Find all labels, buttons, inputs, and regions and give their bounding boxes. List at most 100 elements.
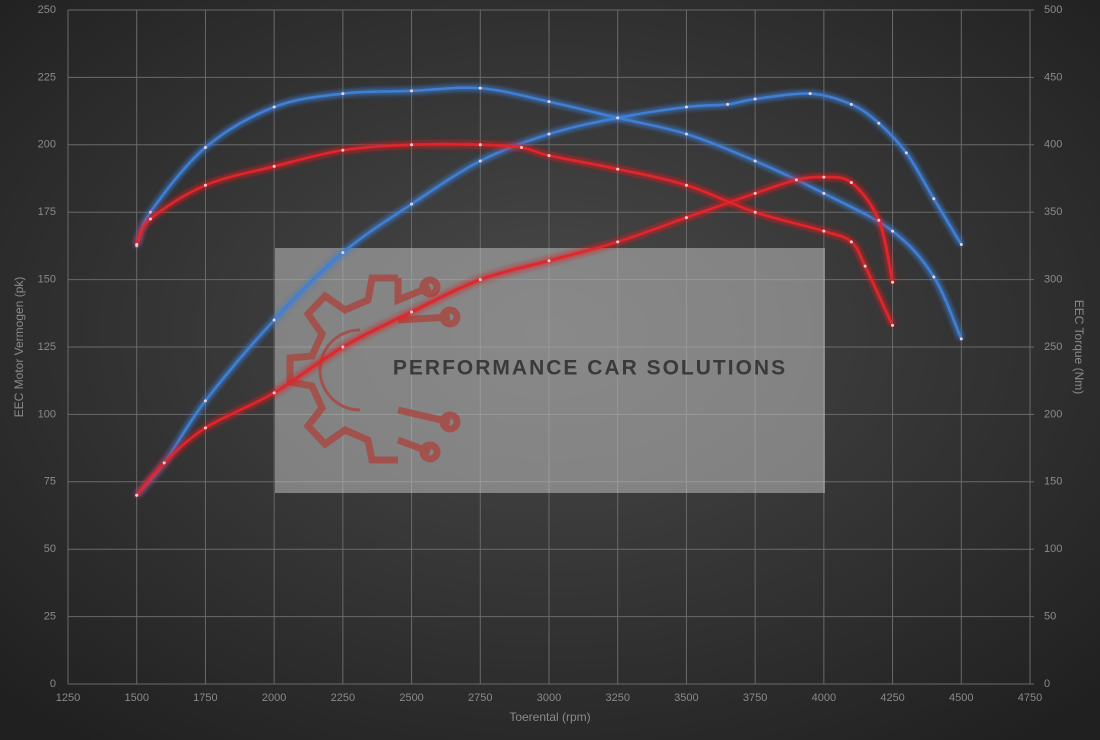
data-point xyxy=(341,92,345,96)
data-point xyxy=(794,178,798,182)
data-point xyxy=(203,399,207,403)
data-point xyxy=(891,280,895,284)
y-tick-label: 0 xyxy=(50,678,56,690)
y-tick-label: 50 xyxy=(44,543,56,555)
data-point xyxy=(932,197,936,201)
y2-tick-label: 150 xyxy=(1044,476,1062,488)
x-tick-label: 2250 xyxy=(331,692,355,704)
x-tick-label: 4250 xyxy=(880,692,904,704)
data-point xyxy=(616,116,620,120)
data-point xyxy=(203,426,207,430)
x-tick-label: 2500 xyxy=(399,692,423,704)
data-point xyxy=(616,240,620,244)
y-tick-label: 175 xyxy=(38,206,56,218)
data-point xyxy=(849,181,853,185)
data-point xyxy=(272,391,276,395)
x-tick-label: 3750 xyxy=(743,692,767,704)
data-point xyxy=(753,97,757,101)
data-point xyxy=(891,323,895,327)
data-point xyxy=(547,259,551,263)
x-tick-label: 4000 xyxy=(812,692,836,704)
y-axis-label: EEC Motor Vermogen (pk) xyxy=(12,277,26,418)
data-point xyxy=(272,318,276,322)
data-point xyxy=(272,164,276,168)
data-point xyxy=(410,143,414,147)
data-point xyxy=(478,143,482,147)
data-point xyxy=(959,337,963,341)
series-group xyxy=(135,86,963,497)
data-point xyxy=(148,210,152,214)
data-point xyxy=(162,461,166,465)
y-tick-label: 125 xyxy=(38,341,56,353)
y2-tick-label: 400 xyxy=(1044,139,1062,151)
data-point xyxy=(341,148,345,152)
x-axis-label: Toerental (rpm) xyxy=(509,710,590,724)
data-point xyxy=(753,159,757,163)
data-point xyxy=(684,132,688,136)
data-point xyxy=(478,278,482,282)
y2-tick-label: 300 xyxy=(1044,274,1062,286)
data-point xyxy=(478,159,482,163)
y-tick-label: 75 xyxy=(44,476,56,488)
data-point xyxy=(520,145,524,149)
logo xyxy=(286,274,461,464)
data-point xyxy=(148,217,152,221)
y2-tick-label: 450 xyxy=(1044,71,1062,83)
watermark-group: PERFORMANCE CAR SOLUTIONS xyxy=(275,248,825,493)
data-point xyxy=(547,154,551,158)
data-point xyxy=(684,183,688,187)
data-point xyxy=(849,102,853,106)
data-point xyxy=(135,243,139,247)
data-point xyxy=(410,202,414,206)
data-point xyxy=(863,264,867,268)
y2-tick-label: 0 xyxy=(1044,678,1050,690)
y2-tick-label: 250 xyxy=(1044,341,1062,353)
data-point xyxy=(822,191,826,195)
y2-tick-label: 350 xyxy=(1044,206,1062,218)
watermark-text: PERFORMANCE CAR SOLUTIONS xyxy=(393,357,787,380)
y2-tick-label: 50 xyxy=(1044,611,1056,623)
y-tick-label: 25 xyxy=(44,611,56,623)
series-line xyxy=(135,175,894,497)
data-point xyxy=(726,102,730,106)
data-point xyxy=(891,229,895,233)
data-point xyxy=(822,175,826,179)
data-point xyxy=(410,89,414,93)
x-tick-label: 1500 xyxy=(124,692,148,704)
data-point xyxy=(822,229,826,233)
data-point xyxy=(203,145,207,149)
x-tick-label: 3500 xyxy=(674,692,698,704)
data-point xyxy=(478,86,482,90)
data-point xyxy=(203,183,207,187)
data-point xyxy=(849,240,853,244)
x-tick-label: 1750 xyxy=(193,692,217,704)
data-point xyxy=(753,191,757,195)
x-tick-label: 2750 xyxy=(468,692,492,704)
y2-tick-label: 200 xyxy=(1044,408,1062,420)
x-tick-label: 4750 xyxy=(1018,692,1042,704)
y-tick-label: 250 xyxy=(38,4,56,16)
y2-tick-label: 100 xyxy=(1044,543,1062,555)
data-point xyxy=(341,345,345,349)
data-point xyxy=(932,275,936,279)
data-point xyxy=(547,132,551,136)
data-point xyxy=(410,310,414,314)
y-tick-label: 100 xyxy=(38,408,56,420)
grid: 1250 1500 1750 2000 2250 2500 2750 3000 3250 3500… xyxy=(38,4,1063,704)
data-point xyxy=(877,218,881,222)
data-point xyxy=(904,151,908,155)
y-tick-label: 200 xyxy=(38,139,56,151)
y2-axis-label: EEC Torque (Nm) xyxy=(1072,300,1086,394)
data-point xyxy=(341,251,345,255)
x-tick-label: 3250 xyxy=(605,692,629,704)
data-point xyxy=(547,100,551,104)
x-tick-label: 4500 xyxy=(949,692,973,704)
y-tick-label: 150 xyxy=(38,274,56,286)
data-point xyxy=(808,92,812,96)
data-point xyxy=(959,243,963,247)
x-tick-label: 1250 xyxy=(56,692,80,704)
x-tick-label: 2000 xyxy=(262,692,286,704)
data-point xyxy=(684,216,688,220)
data-point xyxy=(684,105,688,109)
